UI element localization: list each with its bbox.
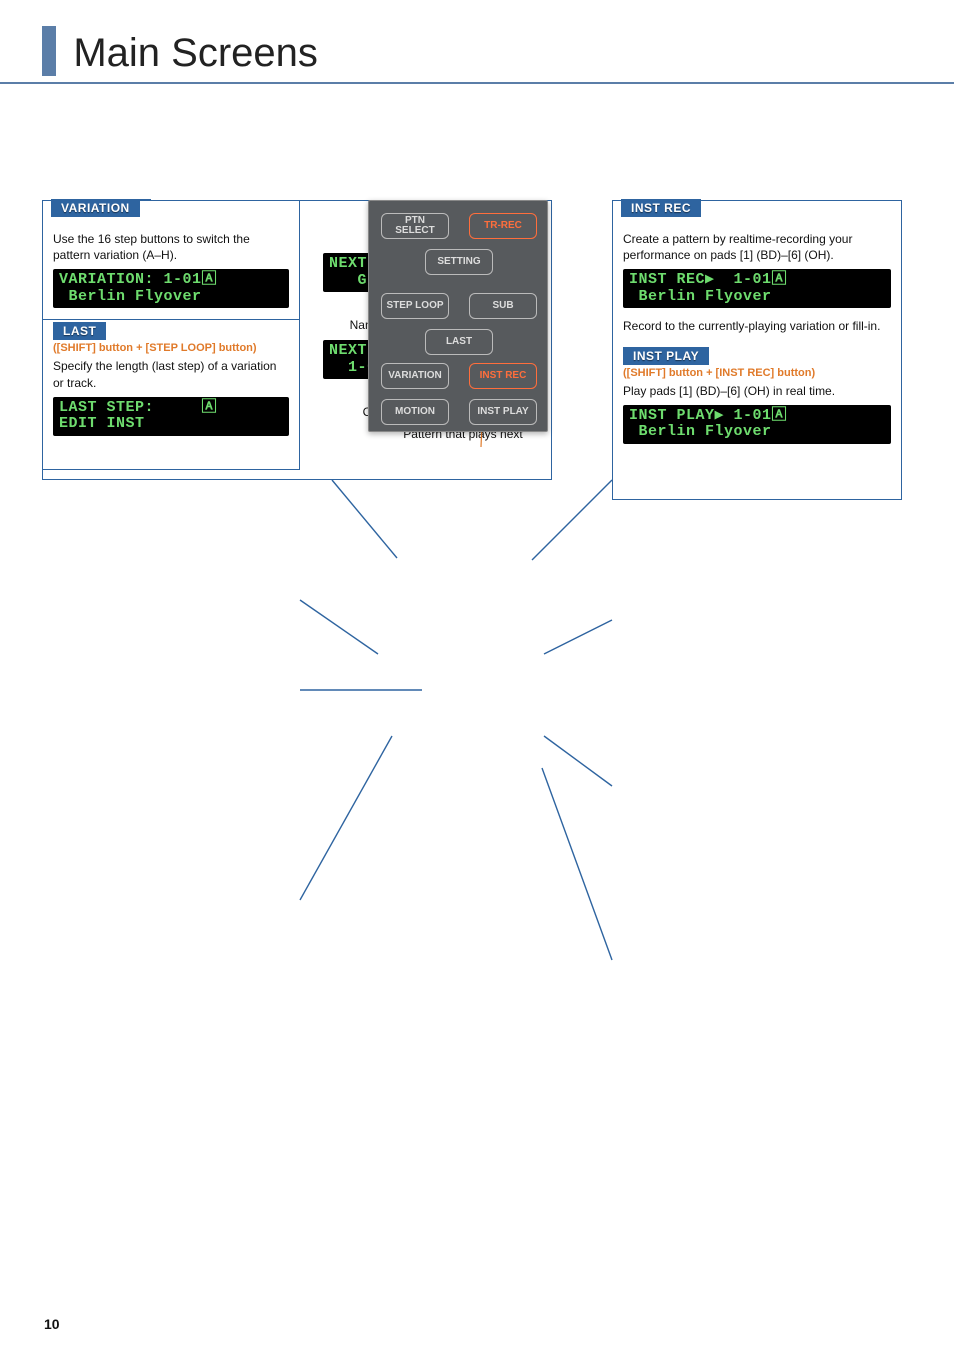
hardware-panel: PTN SELECT TR-REC SETTING STEP LOOP SUB … [368, 200, 548, 432]
page-number: 10 [44, 1316, 60, 1332]
btn-setting[interactable]: SETTING [425, 249, 493, 275]
tag-inst-play: INST PLAY [623, 347, 709, 365]
lcd-inst-play: INST PLAY▶ 1-01🄰 Berlin Flyover [623, 405, 891, 444]
box-inst-rec: INST REC Create a pattern by realtime-re… [612, 200, 902, 500]
lcd-last: LAST STEP: 🄰 EDIT INST [53, 397, 289, 436]
tag-variation: VARIATION [51, 199, 140, 217]
btn-inst-rec[interactable]: INST REC [469, 363, 537, 389]
btn-inst-play[interactable]: INST PLAY [469, 399, 537, 425]
page-title: Main Screens [73, 31, 318, 76]
btn-tr-rec[interactable]: TR-REC [469, 213, 537, 239]
btn-sub[interactable]: SUB [469, 293, 537, 319]
inst-rec-note: Record to the currently-playing variatio… [623, 318, 891, 334]
tag-inst-rec: INST REC [621, 199, 701, 217]
inst-rec-desc: Create a pattern by realtime-recording y… [623, 231, 891, 263]
btn-step-loop[interactable]: STEP LOOP [381, 293, 449, 319]
btn-variation[interactable]: VARIATION [381, 363, 449, 389]
btn-last[interactable]: LAST [425, 329, 493, 355]
lcd-variation: VARIATION: 1-01🄰 Berlin Flyover [53, 269, 289, 308]
last-desc: Specify the length (last step) of a vari… [53, 358, 289, 390]
variation-desc: Use the 16 step buttons to switch the pa… [53, 231, 289, 263]
tag-last: LAST [53, 322, 106, 340]
diagram-canvas: PTN SELECT Select the pattern to play. B… [42, 200, 912, 1070]
inst-play-desc: Play pads [1] (BD)–[6] (OH) in real time… [623, 383, 891, 399]
box-variation: VARIATION Use the 16 step buttons to swi… [42, 200, 300, 320]
btn-motion[interactable]: MOTION [381, 399, 449, 425]
page: Main Screens PTN SELECT Select the patte… [0, 0, 954, 1350]
title-bar: Main Screens [0, 0, 954, 84]
lcd-inst-rec: INST REC▶ 1-01🄰 Berlin Flyover [623, 269, 891, 308]
title-accent [42, 26, 56, 76]
last-hint: ([SHIFT] button + [STEP LOOP] button) [53, 342, 289, 354]
inst-play-hint: ([SHIFT] button + [INST REC] button) [623, 367, 891, 379]
btn-ptn-select[interactable]: PTN SELECT [381, 213, 449, 239]
